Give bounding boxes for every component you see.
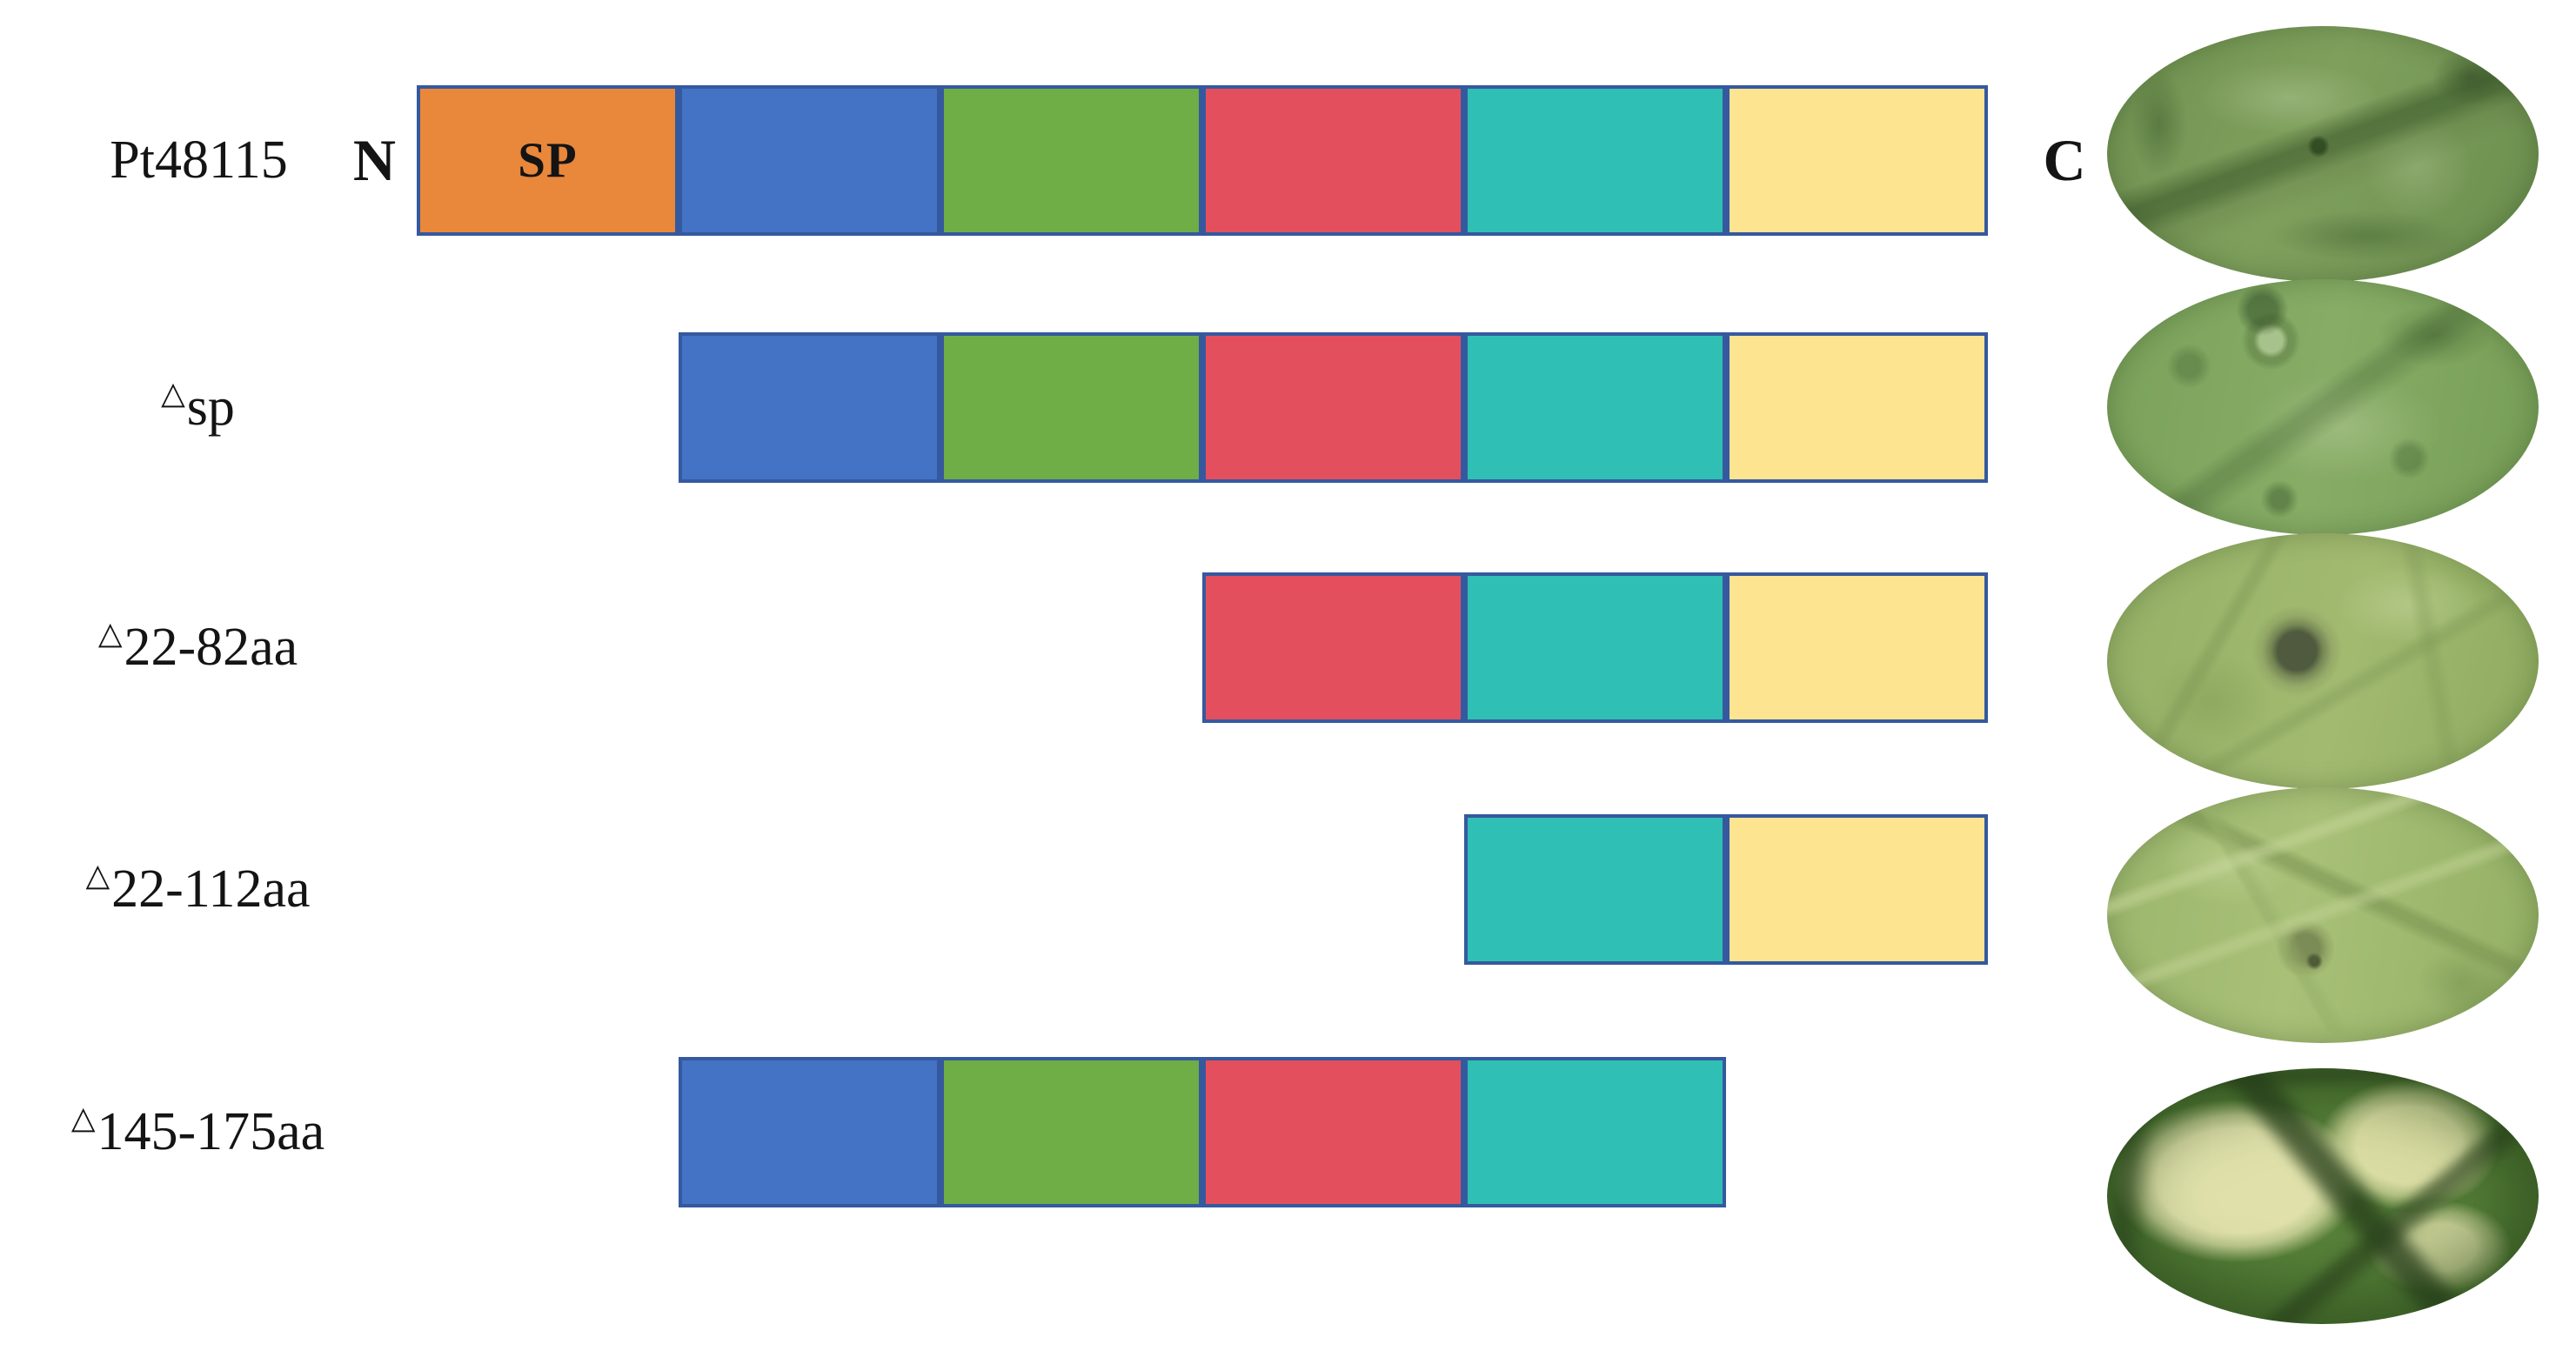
deletion-triangle: △: [97, 616, 123, 652]
domain-segment-region-yellow: [1726, 572, 1988, 723]
leaf-photo-d22-82aa: [2107, 533, 2539, 789]
deletion-triangle: △: [85, 858, 110, 893]
c-terminus-label: C: [2043, 127, 2086, 193]
domain-segment-region-green: [940, 1057, 1202, 1207]
domain-segment-region-teal: [1464, 572, 1726, 723]
construct-label-d22-112aa: △ 22-112aa: [0, 814, 396, 965]
domain-bar-d145-175aa: [679, 1057, 1726, 1207]
leaf-photo-pt48115: [2107, 26, 2539, 282]
leaf-photo-d22-112aa: [2107, 787, 2539, 1043]
domain-segment-region-green: [940, 332, 1202, 483]
leaf-photo-d145-175aa: [2107, 1068, 2539, 1324]
domain-segment-region-green: [940, 85, 1202, 236]
construct-name: 145-175aa: [97, 1102, 325, 1161]
domain-bar-d22-82aa: [1202, 572, 1988, 723]
domain-bar-dsp: [679, 332, 1988, 483]
domain-segment-region-red: [1202, 85, 1464, 236]
domain-segment-region-blue: [679, 85, 940, 236]
domain-segment-signal-peptide-orange: SP: [417, 85, 679, 236]
domain-segment-region-yellow: [1726, 814, 1988, 965]
domain-segment-region-yellow: [1726, 85, 1988, 236]
domain-segment-region-yellow: [1726, 332, 1988, 483]
construct-label-pt48115: Pt48115: [0, 85, 396, 236]
domain-segment-region-teal: [1464, 85, 1726, 236]
domain-segment-region-red: [1202, 572, 1464, 723]
n-terminus-label: N: [352, 127, 396, 193]
construct-name: sp: [186, 378, 235, 437]
domain-segment-region-teal: [1464, 332, 1726, 483]
deletion-triangle: △: [70, 1100, 96, 1136]
construct-name: 22-112aa: [111, 859, 311, 919]
construct-label-d145-175aa: △ 145-175aa: [0, 1057, 396, 1207]
domain-bar-pt48115: SP: [417, 85, 1988, 236]
domain-segment-region-red: [1202, 332, 1464, 483]
domain-bar-d22-112aa: [1464, 814, 1988, 965]
construct-label-d22-82aa: △ 22-82aa: [0, 572, 396, 723]
construct-name: Pt48115: [110, 130, 288, 190]
domain-segment-region-blue: [679, 332, 940, 483]
domain-segment-region-blue: [679, 1057, 940, 1207]
domain-segment-region-teal: [1464, 1057, 1726, 1207]
construct-label-dsp: △ sp: [0, 332, 396, 483]
construct-name: 22-82aa: [124, 618, 298, 677]
signal-peptide-label: SP: [518, 133, 578, 188]
deletion-triangle: △: [161, 376, 185, 411]
domain-segment-region-teal: [1464, 814, 1726, 965]
domain-segment-region-red: [1202, 1057, 1464, 1207]
leaf-photo-dsp: [2107, 279, 2539, 535]
